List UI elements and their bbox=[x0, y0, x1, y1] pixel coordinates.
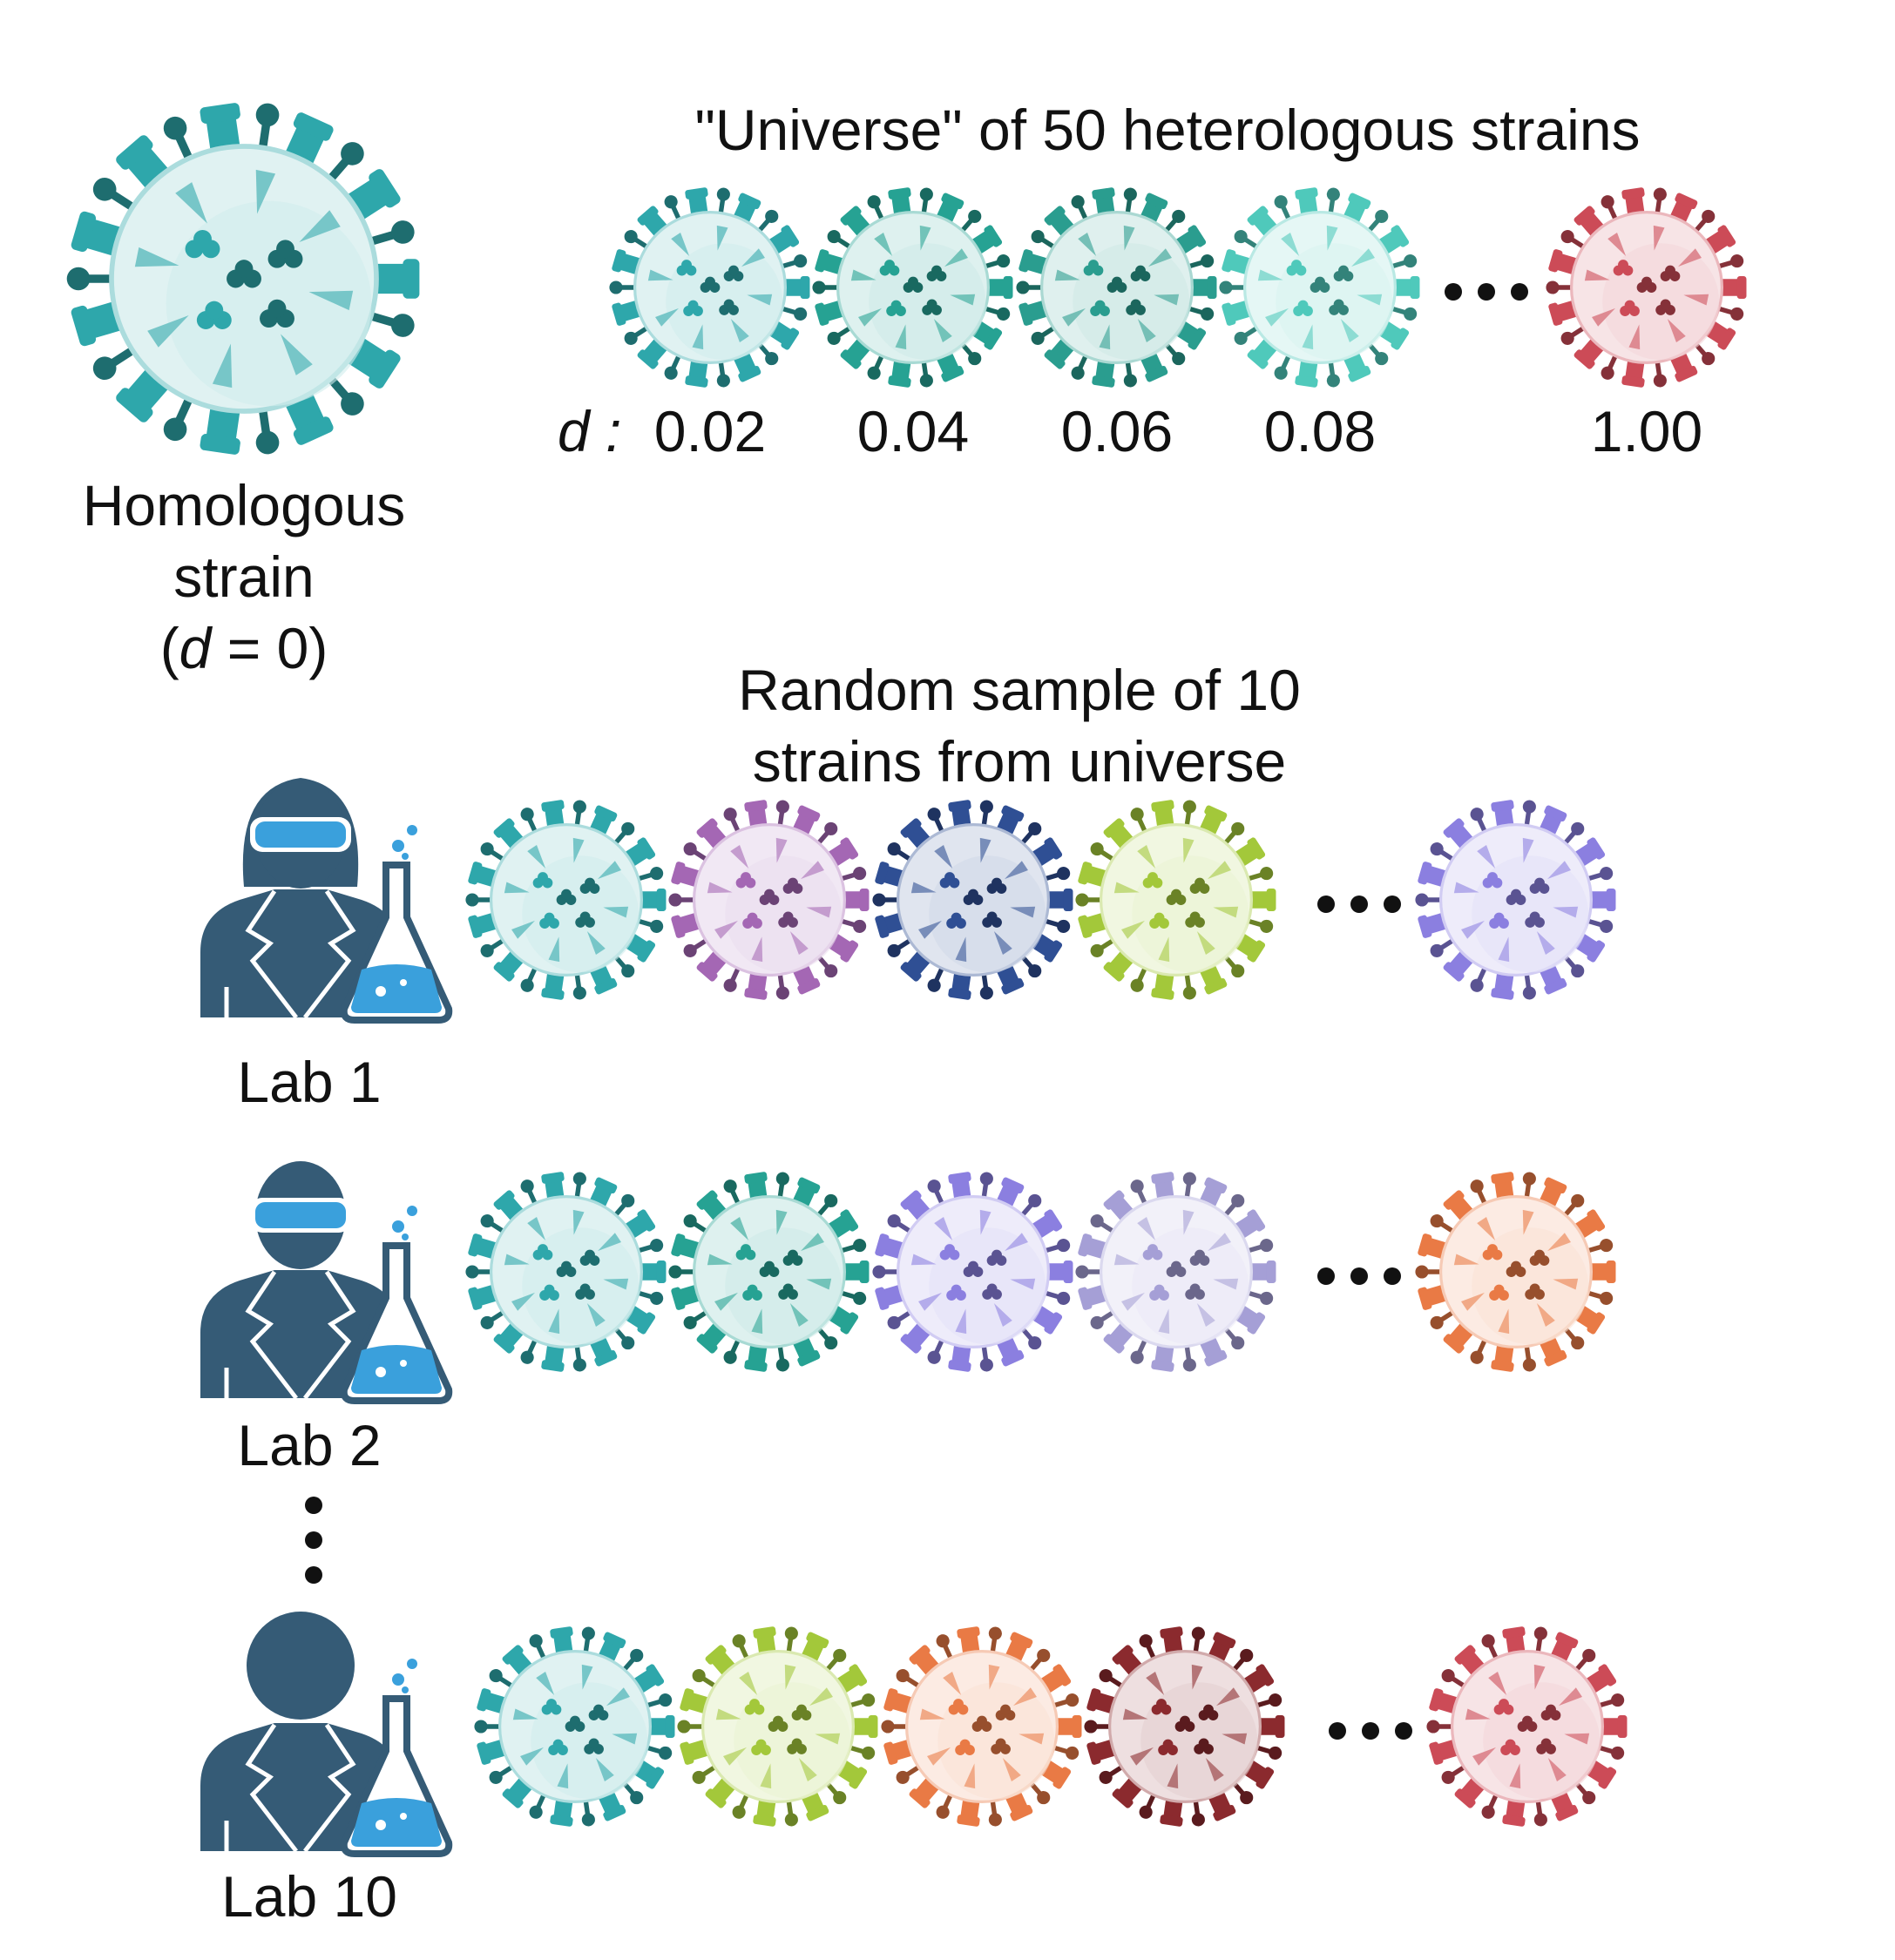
homologous-label-line1: Homologous bbox=[83, 473, 406, 537]
lab-3-ellipsis-icon bbox=[1329, 1722, 1412, 1740]
universe-d-values: 0.02 0.04 0.06 0.08 1.00 bbox=[654, 399, 1702, 463]
sample-title-line1: Random sample of 10 bbox=[738, 658, 1301, 722]
universe-ellipsis-icon bbox=[1445, 283, 1528, 301]
lab-2-strain-3 bbox=[872, 1172, 1073, 1372]
lab-label: Lab 10 bbox=[221, 1864, 397, 1929]
lab-1-strain-2 bbox=[668, 800, 870, 1000]
homologous-virus-icon bbox=[66, 103, 420, 455]
lab-1-strain-4 bbox=[1075, 800, 1276, 1000]
d-label: d : bbox=[558, 399, 621, 463]
lab-ellipsis-icon bbox=[305, 1497, 322, 1584]
universe-title: "Universe" of 50 heterologous strains bbox=[694, 98, 1640, 162]
universe-strain-4 bbox=[1219, 187, 1420, 388]
scientist-male-goggles-icon bbox=[200, 1161, 453, 1404]
lab-2-strain-2 bbox=[668, 1172, 870, 1372]
lab-1-ellipsis-icon bbox=[1317, 896, 1401, 913]
lab-2-ellipsis-icon bbox=[1317, 1267, 1401, 1285]
d-value-1: 0.02 bbox=[654, 399, 766, 463]
goggles-icon bbox=[255, 1202, 346, 1228]
paren-open: ( bbox=[160, 616, 179, 680]
d-value-5: 1.00 bbox=[1591, 399, 1702, 463]
d-symbol: d bbox=[179, 616, 213, 680]
lab-1-strain-5 bbox=[1415, 800, 1616, 1000]
sample-title-line2: strains from universe bbox=[753, 729, 1287, 794]
lab-3-group: Lab 10 bbox=[200, 1612, 1628, 1929]
homologous-label-line3: (d = 0) bbox=[160, 616, 328, 680]
lab-3-strain-3 bbox=[881, 1626, 1082, 1827]
universe-strain-1 bbox=[609, 187, 810, 388]
d-value-2: 0.04 bbox=[857, 399, 969, 463]
lab-3-strain-1 bbox=[474, 1626, 675, 1827]
universe-strain-2 bbox=[812, 187, 1013, 388]
lab-2-group: Lab 2 bbox=[200, 1161, 1616, 1477]
universe-strain-5 bbox=[1546, 187, 1747, 388]
universe-strain-row bbox=[609, 187, 1747, 388]
homologous-virus bbox=[66, 103, 420, 455]
lab-label: Lab 2 bbox=[237, 1413, 381, 1477]
lab-1-strain-1 bbox=[465, 800, 667, 1000]
goggles-icon bbox=[255, 821, 346, 848]
labs-group: Lab 1 Lab 2 Lab 10 bbox=[200, 778, 1628, 1929]
equals-zero: = 0) bbox=[211, 616, 328, 680]
scientist-generic-icon bbox=[200, 1612, 453, 1857]
homologous-label-line2: strain bbox=[173, 544, 314, 609]
universe-strain-3 bbox=[1016, 187, 1217, 388]
lab-1-group: Lab 1 bbox=[200, 778, 1616, 1114]
d-value-4: 0.08 bbox=[1264, 399, 1376, 463]
lab-2-strain-1 bbox=[465, 1172, 667, 1372]
lab-1-strain-3 bbox=[872, 800, 1073, 1000]
lab-2-strain-4 bbox=[1075, 1172, 1276, 1372]
d-value-3: 0.06 bbox=[1061, 399, 1173, 463]
scientist-female-goggles-icon bbox=[200, 778, 453, 1024]
lab-label: Lab 1 bbox=[237, 1050, 381, 1114]
lab-3-strain-5 bbox=[1426, 1626, 1628, 1827]
lab-3-strain-4 bbox=[1084, 1626, 1285, 1827]
lab-2-strain-5 bbox=[1415, 1172, 1616, 1372]
lab-3-strain-2 bbox=[677, 1626, 878, 1827]
